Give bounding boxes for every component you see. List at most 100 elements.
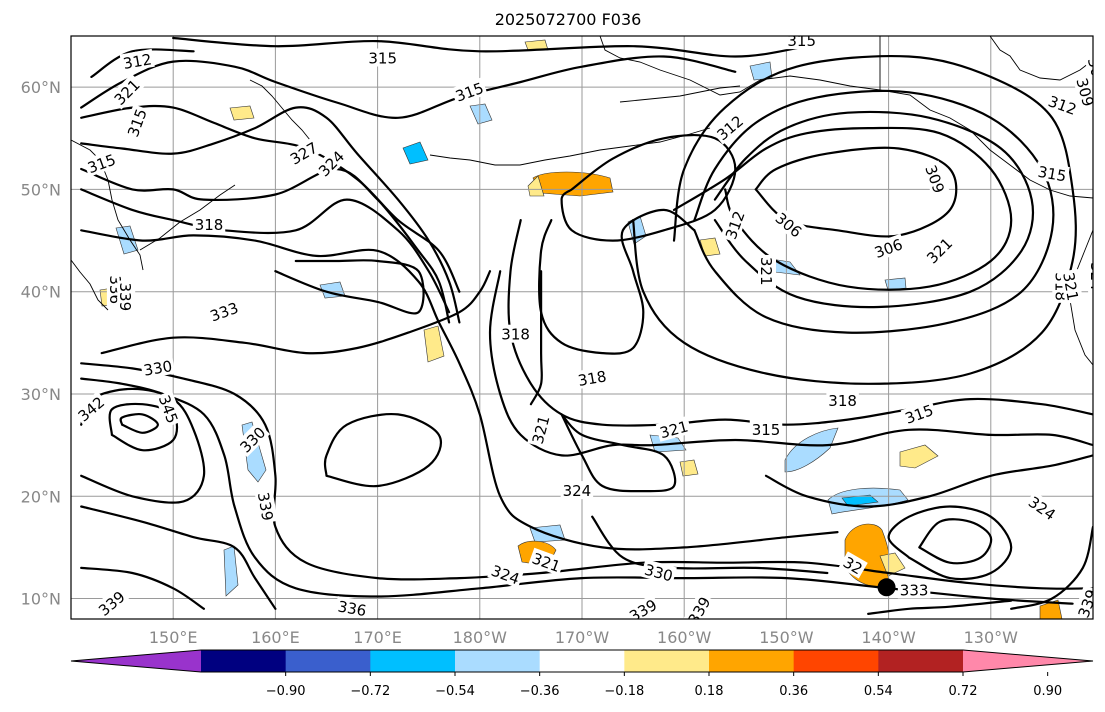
contour-label-33: 336 <box>334 596 370 620</box>
contour-label-bg <box>921 232 957 268</box>
contour-label-37: 324 <box>560 481 594 500</box>
contour-label-bg <box>450 77 488 106</box>
contour-line-34 <box>560 413 677 493</box>
colorbar-swatch <box>285 650 371 672</box>
location-marker <box>877 578 896 597</box>
latitude-axis: 10°N 20°N 30°N 40°N 50°N 60°N <box>21 78 61 608</box>
contour-line-18 <box>80 362 1093 590</box>
contour-line-12 <box>754 146 958 238</box>
yellow-patch-north-edge <box>527 175 545 197</box>
contour-line-14 <box>538 208 696 355</box>
contour-label-bg <box>140 355 176 380</box>
lat-tick-label: 40°N <box>21 283 61 302</box>
contour-label-bg <box>900 399 938 428</box>
contour-label-text: 321 <box>757 257 775 286</box>
contour-label-22: 321 <box>1059 268 1084 304</box>
contour-line-29 <box>867 599 1013 615</box>
contour-label-bg <box>838 551 868 579</box>
contour-label-bg <box>205 297 243 326</box>
contour-line-4 <box>80 106 461 324</box>
contour-label-bg <box>527 411 554 448</box>
blue-patch-west-2b <box>115 225 139 255</box>
colorbar-tick-label: 0.36 <box>779 684 808 699</box>
contour-label-20: 315 <box>1034 161 1070 186</box>
contour-line-7 <box>80 229 839 551</box>
colorbar-tick-label: −0.90 <box>266 684 306 699</box>
contour-line-3 <box>80 104 461 293</box>
contour-label-text: 306 <box>1084 56 1105 88</box>
colorbar: −0.90 −0.72 −0.54 −0.36 −0.18 0.18 0.36 0.54 0.7… <box>70 649 1094 699</box>
map-frame <box>70 35 1094 620</box>
contour-label-bg <box>655 415 692 442</box>
contour-line-33 <box>323 412 442 488</box>
contour-label-bg <box>117 280 136 314</box>
contour-label-bg <box>72 391 109 426</box>
contour-label-bg <box>1072 585 1093 619</box>
yellow-patch-mid-4 <box>899 444 939 469</box>
colorbar-swatch <box>455 650 541 672</box>
contour-label-bg <box>334 596 370 619</box>
contour-line-27 <box>918 518 993 565</box>
contour-line-1 <box>80 55 737 119</box>
contour-label-bg <box>574 365 610 390</box>
contour-line-10 <box>693 89 1055 334</box>
contour-label-48: 333 <box>897 580 931 599</box>
contour-label-text: 315 <box>1036 163 1067 186</box>
contour-label-text: 339 <box>116 282 134 311</box>
lat-tick-label: 50°N <box>21 180 61 199</box>
contour-label-bg <box>366 48 399 67</box>
colorbar-tick-label: −0.18 <box>604 684 644 699</box>
contour-label-bg <box>720 206 749 244</box>
colorbar-outline <box>70 649 1094 673</box>
contour-label-35: 318 <box>574 365 610 390</box>
contour-label-bg <box>122 104 151 141</box>
contour-line-6 <box>80 188 451 314</box>
lat-tick-label: 20°N <box>21 487 61 506</box>
contour-label-text: 318 <box>828 392 857 410</box>
blue-patch-east-small <box>884 277 907 291</box>
contour-label-4: 318 <box>192 215 226 234</box>
colorbar-swatch <box>539 650 625 672</box>
contour-label-bg <box>1059 268 1084 304</box>
lat-tick-label: 60°N <box>21 78 61 97</box>
contour-label-bg <box>528 547 565 576</box>
lon-tick-label: 150°W <box>759 628 814 647</box>
longitude-axis: 150°E 160°E 170°E 180°W 170°W 160°W 150°W 140°W… <box>149 628 1018 647</box>
contour-label-bg <box>785 36 818 50</box>
yellow-patch-mid-1 <box>423 325 445 363</box>
contour-label-27: 330 <box>140 355 176 380</box>
contour-line-9 <box>713 110 1035 309</box>
contour-label-bg <box>640 559 677 585</box>
blue-patch-west-2 <box>223 545 239 597</box>
colorbar-tick-label: −0.36 <box>520 684 560 699</box>
contour-label-39: 315 <box>749 419 783 439</box>
lat-tick-label: 10°N <box>21 590 61 609</box>
contour-label-text: 315 <box>787 32 816 50</box>
coastline-aleutians <box>429 127 711 166</box>
lon-tick-label: 170°W <box>555 628 610 647</box>
contour-label-25: 339 <box>116 280 136 314</box>
blue-patch-north-1 <box>402 141 429 165</box>
coastline-alaska-peninsula <box>619 85 741 103</box>
colorbar-swatch <box>370 650 456 672</box>
lon-tick-label: 130°W <box>964 628 1019 647</box>
contour-line-23 <box>80 505 277 610</box>
contour-label-bg <box>869 233 907 262</box>
contour-label-40: 318 <box>826 391 859 410</box>
contour-line-26 <box>887 505 1013 581</box>
colorbar-extend-high <box>963 650 1093 672</box>
contour-label-bg <box>119 48 155 73</box>
colorbar-tick-label: 0.90 <box>1033 684 1062 699</box>
lon-tick-label: 160°W <box>657 628 712 647</box>
contour-label-text: 339 <box>254 491 277 522</box>
contour-label-bg <box>284 136 323 169</box>
contour-line-17 <box>100 270 492 355</box>
lon-tick-label: 150°E <box>149 628 198 647</box>
contour-line-8 <box>672 126 1013 291</box>
contour-label-text: 336 <box>336 597 367 620</box>
contour-label-text: 315 <box>752 421 781 439</box>
coastline-japan <box>71 259 109 311</box>
colorbar-tick-label: 0.18 <box>695 684 724 699</box>
contour-label-bg <box>921 160 950 198</box>
contour-label-bg <box>108 73 145 110</box>
